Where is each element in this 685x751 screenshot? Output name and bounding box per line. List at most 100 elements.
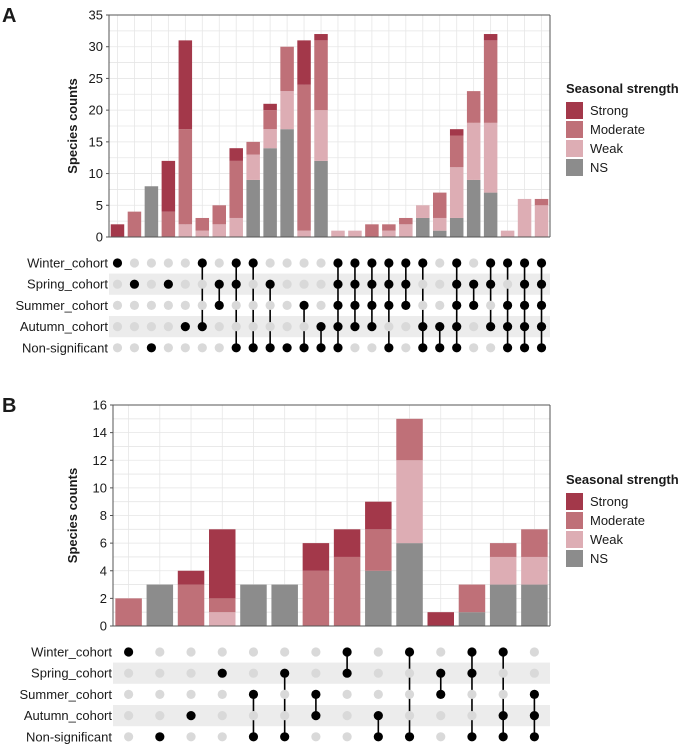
matrix-dot-filled xyxy=(502,258,513,268)
set-label: Non-significant xyxy=(26,729,112,744)
bar-segment-moderate xyxy=(229,160,243,218)
y-tick-label: 35 xyxy=(89,8,103,23)
y-tick-label: 14 xyxy=(93,425,107,440)
bar-segment-weak xyxy=(483,122,498,193)
matrix-dot-filled xyxy=(367,300,377,310)
matrix-dot-filled xyxy=(486,258,496,268)
matrix-dot-filled xyxy=(186,711,196,721)
matrix-dot-empty xyxy=(316,279,326,289)
matrix-dot-empty xyxy=(217,732,227,742)
bar-segment-ns xyxy=(416,217,430,237)
matrix-dot-filled xyxy=(316,322,326,332)
matrix-dot-filled xyxy=(342,668,352,678)
matrix-dot-empty xyxy=(163,300,173,310)
matrix-dot-empty xyxy=(486,343,496,353)
matrix-dot-empty xyxy=(498,668,508,678)
bar-segment-moderate xyxy=(458,584,486,613)
matrix-dot-filled xyxy=(367,258,377,268)
matrix-dot-empty xyxy=(186,689,196,700)
matrix-dot-filled xyxy=(367,322,377,332)
matrix-dot-empty xyxy=(435,279,445,289)
matrix-dot-empty xyxy=(129,322,140,332)
bar-segment-weak xyxy=(314,110,328,161)
matrix-dot-empty xyxy=(186,732,196,742)
bar-segment-ns xyxy=(458,612,486,626)
legend-label-ns: NS xyxy=(590,551,608,566)
matrix-dot-filled xyxy=(129,279,140,289)
matrix-dot-filled xyxy=(311,711,321,721)
matrix-dot-filled xyxy=(350,279,360,289)
matrix-dot-empty xyxy=(316,300,326,310)
matrix-dot-filled xyxy=(231,258,241,268)
matrix-dot-empty xyxy=(467,689,477,700)
matrix-dot-filled xyxy=(265,279,275,289)
matrix-dot-filled xyxy=(384,343,394,353)
matrix-dot-filled xyxy=(536,279,547,289)
matrix-dot-filled xyxy=(536,343,547,353)
matrix-dot-empty xyxy=(316,258,326,268)
legend-swatch-strong xyxy=(566,102,583,119)
bar-segment-ns xyxy=(144,186,159,237)
matrix-dot-filled xyxy=(519,300,530,310)
matrix-dot-filled xyxy=(418,258,428,268)
matrix-dot-filled xyxy=(214,300,224,310)
matrix-dot-filled xyxy=(299,343,309,353)
matrix-dot-empty xyxy=(418,300,428,310)
matrix-dot-filled xyxy=(333,279,343,289)
panel-a-bars xyxy=(110,34,549,237)
bar-segment-moderate xyxy=(333,556,361,626)
bar-segment-ns xyxy=(280,129,294,237)
panel-b-y-axis-title: Species counts xyxy=(65,468,80,563)
bar-segment-moderate xyxy=(246,141,260,155)
panel-b-y-axis: 0 2 4 6 8 10 12 14 16 xyxy=(93,398,551,634)
matrix-dot-filled xyxy=(498,732,508,742)
matrix-dot-filled xyxy=(333,258,343,268)
matrix-dot-filled xyxy=(231,279,241,289)
matrix-dot-empty xyxy=(146,322,157,332)
matrix-row-stripe xyxy=(113,662,550,684)
matrix-dot-filled xyxy=(401,300,411,310)
matrix-dot-empty xyxy=(436,732,446,742)
matrix-dot-filled xyxy=(502,343,513,353)
matrix-dot-empty xyxy=(498,689,508,700)
matrix-dot-empty xyxy=(384,322,394,332)
legend-items: Strong Moderate Weak NS xyxy=(566,102,645,176)
matrix-dot-filled xyxy=(350,322,360,332)
matrix-dot-empty xyxy=(436,647,446,657)
legend-swatch-moderate xyxy=(566,512,583,529)
legend-items: Strong Moderate Weak NS xyxy=(566,493,645,567)
matrix-dot-empty xyxy=(367,343,377,353)
matrix-dot-filled xyxy=(124,647,134,657)
matrix-dot-filled xyxy=(401,279,411,289)
y-tick-label: 4 xyxy=(100,563,107,578)
matrix-dot-empty xyxy=(418,279,428,289)
bar-segment-weak xyxy=(396,460,423,544)
matrix-dot-empty xyxy=(146,300,157,310)
matrix-dot-filled xyxy=(436,689,446,700)
matrix-dot-empty xyxy=(163,258,173,268)
matrix-dot-filled xyxy=(401,258,411,268)
matrix-dot-filled xyxy=(248,343,258,353)
bar-segment-strong xyxy=(449,129,464,136)
bar-segment-moderate xyxy=(178,129,193,225)
matrix-dot-empty xyxy=(214,343,224,353)
matrix-dot-filled xyxy=(342,647,352,657)
bar-segment-weak xyxy=(517,198,532,237)
y-tick-label: 5 xyxy=(96,198,103,213)
matrix-dot-empty xyxy=(231,322,241,332)
legend-label-moderate: Moderate xyxy=(590,122,645,137)
set-label: Spring_cohort xyxy=(27,277,108,292)
matrix-dot-empty xyxy=(186,647,196,657)
bar-segment-weak xyxy=(416,205,430,218)
matrix-dot-filled xyxy=(404,647,415,657)
matrix-dot-filled xyxy=(311,689,321,700)
matrix-dot-empty xyxy=(265,300,275,310)
bar-segment-ns xyxy=(240,584,267,626)
panel-a: A 0 5 10 15 20 25 30 35 Species counts Winter_c… xyxy=(2,5,679,355)
matrix-dot-empty xyxy=(217,689,227,700)
matrix-dot-filled xyxy=(529,732,539,742)
bar-segment-moderate xyxy=(449,135,464,168)
bar-segment-moderate xyxy=(209,598,236,613)
matrix-dot-filled xyxy=(519,279,530,289)
matrix-dot-empty xyxy=(214,322,224,332)
